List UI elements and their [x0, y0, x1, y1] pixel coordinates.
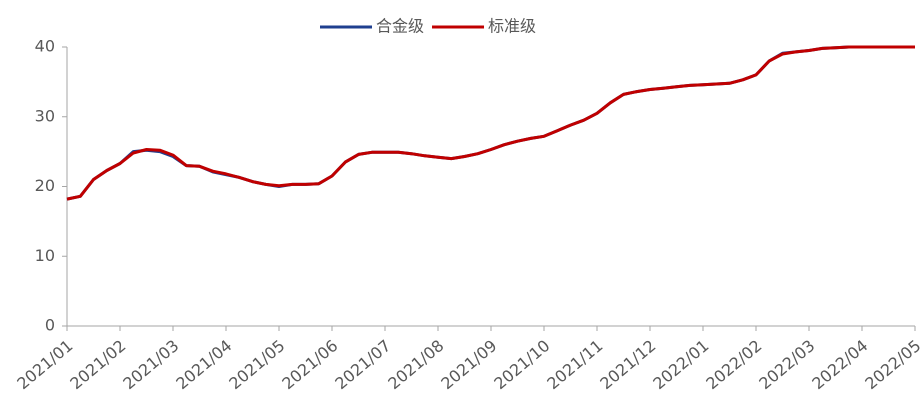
y-tick-label: 10 [35, 246, 55, 265]
x-tick-label: 2021/01 [13, 336, 76, 393]
series-line [66, 45, 915, 201]
legend-label: 合金级 [376, 17, 424, 36]
x-tick-label: 2021/02 [66, 336, 129, 393]
x-tick-label: 2021/09 [437, 336, 500, 393]
y-tick-label: 30 [35, 106, 55, 125]
y-tick-label: 40 [35, 37, 55, 56]
x-tick-label: 2021/06 [278, 336, 341, 393]
y-tick-label: 0 [45, 316, 55, 335]
x-tick-label: 2021/08 [384, 336, 447, 393]
x-tick-label: 2021/12 [596, 336, 659, 393]
legend-label: 标准级 [488, 17, 536, 36]
x-tick-label: 2022/02 [702, 336, 765, 393]
series-line [66, 45, 915, 201]
x-tick-label: 2021/05 [225, 336, 288, 393]
x-tick-label: 2021/10 [490, 336, 553, 393]
x-tick-label: 2022/01 [649, 336, 712, 393]
x-tick-label: 2022/05 [861, 336, 920, 393]
x-tick-label: 2022/04 [808, 336, 871, 393]
x-tick-label: 2021/11 [543, 336, 606, 393]
x-tick-label: 2021/07 [331, 336, 394, 393]
y-tick-label: 20 [35, 176, 55, 195]
x-tick-label: 2021/03 [119, 336, 182, 393]
x-tick-label: 2021/04 [172, 336, 235, 393]
x-tick-label: 2022/03 [755, 336, 818, 393]
